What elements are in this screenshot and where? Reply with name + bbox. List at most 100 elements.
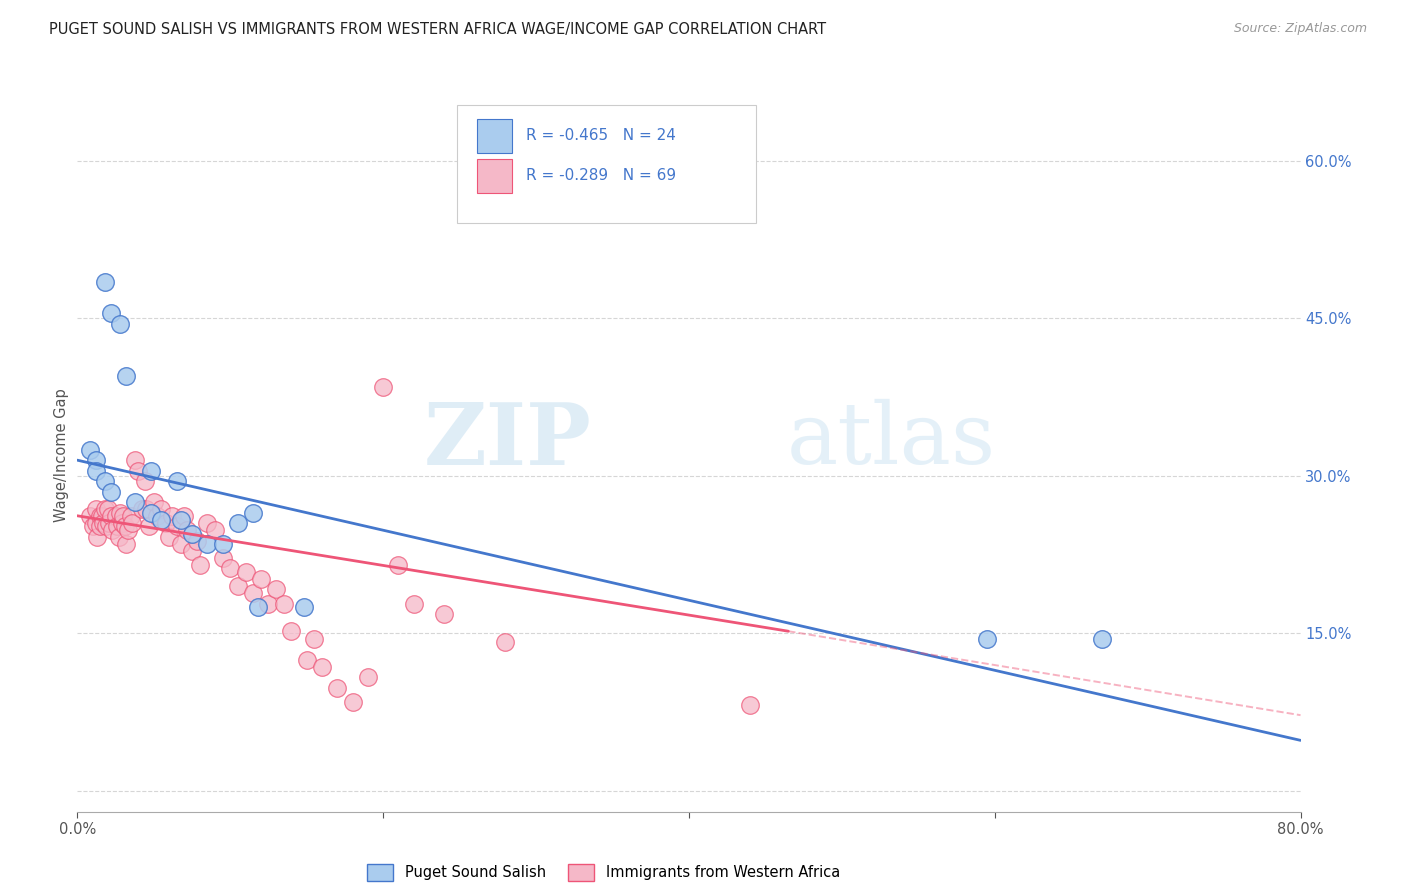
- Point: [173, 508, 195, 523]
- Point: [79, 508, 101, 523]
- Point: [139, 464, 162, 478]
- Point: [166, 474, 188, 488]
- Point: [105, 519, 128, 533]
- Text: PUGET SOUND SALISH VS IMMIGRANTS FROM WESTERN AFRICA WAGE/INCOME GAP CORRELATION: PUGET SOUND SALISH VS IMMIGRANTS FROM WE…: [49, 22, 827, 37]
- Point: [495, 634, 517, 648]
- Point: [304, 632, 326, 646]
- Point: [188, 558, 211, 573]
- Point: [124, 495, 146, 509]
- Point: [371, 380, 394, 394]
- Point: [211, 550, 233, 565]
- Point: [170, 513, 193, 527]
- Point: [402, 597, 425, 611]
- Point: [176, 524, 198, 538]
- Point: [160, 508, 183, 523]
- Point: [114, 519, 136, 533]
- Point: [186, 533, 208, 548]
- Point: [128, 464, 150, 478]
- Point: [79, 442, 101, 457]
- Point: [273, 597, 295, 611]
- Point: [433, 607, 456, 622]
- Point: [226, 516, 249, 530]
- Legend: Puget Sound Salish, Immigrants from Western Africa: Puget Sound Salish, Immigrants from West…: [361, 858, 845, 887]
- Point: [112, 508, 135, 523]
- Point: [387, 558, 409, 573]
- Point: [246, 600, 269, 615]
- Point: [120, 508, 142, 523]
- Point: [326, 681, 349, 695]
- Point: [94, 275, 117, 289]
- Point: [195, 537, 218, 551]
- Point: [155, 516, 177, 530]
- Point: [96, 519, 118, 533]
- FancyBboxPatch shape: [457, 105, 756, 223]
- Point: [1091, 632, 1114, 646]
- Point: [250, 572, 273, 586]
- Point: [89, 508, 111, 523]
- Point: [108, 317, 131, 331]
- Point: [342, 694, 364, 708]
- Point: [976, 632, 998, 646]
- Point: [257, 597, 280, 611]
- Point: [135, 502, 157, 516]
- Point: [181, 544, 204, 558]
- Point: [107, 530, 129, 544]
- Point: [280, 624, 302, 639]
- Point: [740, 698, 762, 712]
- Point: [242, 506, 264, 520]
- Point: [115, 537, 138, 551]
- Point: [94, 474, 117, 488]
- Point: [84, 502, 107, 516]
- Point: [111, 516, 134, 530]
- Point: [94, 502, 117, 516]
- Point: [89, 519, 111, 533]
- Point: [115, 369, 138, 384]
- Point: [150, 502, 173, 516]
- Point: [170, 537, 193, 551]
- Point: [131, 502, 153, 516]
- Point: [295, 652, 318, 666]
- Point: [91, 516, 114, 530]
- Point: [181, 526, 204, 541]
- Point: [98, 516, 121, 530]
- Point: [292, 600, 315, 615]
- Point: [150, 513, 173, 527]
- Text: Source: ZipAtlas.com: Source: ZipAtlas.com: [1233, 22, 1367, 36]
- Point: [86, 530, 108, 544]
- Point: [219, 561, 242, 575]
- Point: [139, 506, 162, 520]
- Point: [82, 519, 104, 533]
- Point: [97, 502, 120, 516]
- Point: [138, 519, 160, 533]
- Point: [101, 524, 124, 538]
- Point: [242, 586, 264, 600]
- Point: [166, 519, 188, 533]
- Point: [84, 516, 107, 530]
- Point: [226, 579, 249, 593]
- Point: [90, 508, 112, 523]
- Point: [121, 516, 143, 530]
- Point: [84, 464, 107, 478]
- Point: [264, 582, 287, 597]
- Point: [100, 508, 122, 523]
- Y-axis label: Wage/Income Gap: Wage/Income Gap: [53, 388, 69, 522]
- Point: [124, 453, 146, 467]
- Point: [357, 670, 380, 684]
- Point: [142, 495, 165, 509]
- Point: [104, 508, 127, 523]
- Point: [157, 530, 180, 544]
- Text: atlas: atlas: [787, 399, 995, 483]
- Point: [100, 306, 122, 320]
- FancyBboxPatch shape: [477, 159, 512, 193]
- Point: [117, 524, 139, 538]
- Point: [311, 660, 333, 674]
- Point: [195, 516, 218, 530]
- Text: ZIP: ZIP: [423, 399, 591, 483]
- Point: [134, 474, 156, 488]
- Point: [84, 453, 107, 467]
- Point: [100, 484, 122, 499]
- Point: [146, 508, 169, 523]
- FancyBboxPatch shape: [477, 119, 512, 153]
- Text: R = -0.289   N = 69: R = -0.289 N = 69: [526, 169, 676, 184]
- Text: R = -0.465   N = 24: R = -0.465 N = 24: [526, 128, 676, 144]
